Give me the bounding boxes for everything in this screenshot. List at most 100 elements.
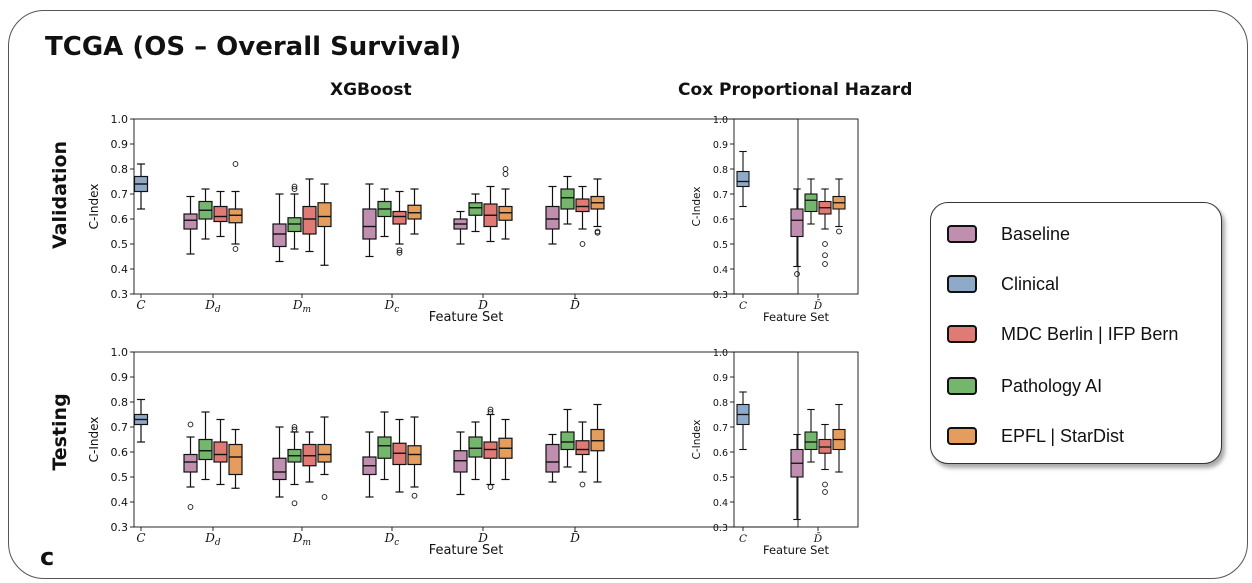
plot-frame bbox=[133, 351, 799, 528]
x-tick-label: Dc bbox=[384, 531, 400, 548]
box-pathology-ai bbox=[560, 188, 575, 210]
y-tick-label: 0.6 bbox=[111, 446, 129, 459]
box-pathology-ai bbox=[804, 193, 818, 213]
outlier-point bbox=[291, 186, 298, 192]
y-tick-label: 1.0 bbox=[111, 113, 129, 126]
legend-swatch-baseline bbox=[947, 225, 977, 243]
outlier-point bbox=[836, 228, 842, 235]
legend-label-mdc-berlin: MDC Berlin | IFP Bern bbox=[1001, 323, 1179, 344]
outlier-point bbox=[822, 241, 828, 247]
legend-item-epfl-stardist: EPFL | StarDist bbox=[947, 425, 1124, 447]
legend-item-mdc-berlin: MDC Berlin | IFP Bern bbox=[947, 323, 1178, 345]
box-pathology-ai bbox=[377, 436, 392, 459]
box-epfl-stardist bbox=[228, 443, 243, 476]
outlier-point bbox=[232, 246, 239, 252]
figure-title: TCGA (OS – Overall Survival) bbox=[45, 32, 462, 62]
x-axis-label: Feature Set bbox=[763, 543, 829, 557]
outlier-point bbox=[822, 481, 828, 488]
y-axis-label: C-Index bbox=[87, 184, 101, 230]
x-tick-label: D bbox=[477, 531, 488, 545]
legend-label-baseline: Baseline bbox=[1001, 223, 1071, 244]
box-baseline bbox=[790, 208, 804, 238]
outlier-point bbox=[291, 426, 298, 433]
cox-column-title: Cox Proportional Hazard bbox=[678, 80, 913, 100]
box-mdc-berlin-ifp-bern bbox=[213, 441, 228, 463]
box-pathology-ai bbox=[804, 431, 818, 451]
outlier-point bbox=[187, 504, 194, 510]
y-tick-label: 0.3 bbox=[111, 288, 129, 301]
legend-item-clinical: Clinical bbox=[947, 273, 1059, 295]
legend-swatch-pathology-ai bbox=[947, 377, 977, 395]
legend-swatch-epfl-stardist bbox=[947, 427, 977, 445]
box-mdc-berlin-ifp-bern bbox=[302, 205, 317, 235]
x-tick-label: D̄ bbox=[813, 532, 823, 545]
x-tick-label: D̄ bbox=[569, 530, 580, 545]
box-mdc-berlin-ifp-bern bbox=[213, 205, 228, 223]
x-axis-label: Feature Set bbox=[763, 310, 829, 324]
outlier-point bbox=[594, 229, 601, 236]
box-pathology-ai bbox=[198, 438, 213, 461]
x-tick-label: Dm bbox=[292, 531, 311, 548]
box-baseline bbox=[183, 213, 198, 230]
box-mdc-berlin-ifp-bern bbox=[575, 198, 590, 213]
legend-swatch-clinical bbox=[947, 275, 977, 293]
box-baseline bbox=[272, 223, 287, 248]
y-tick-label: 0.4 bbox=[111, 263, 129, 276]
x-tick-label: C bbox=[739, 533, 747, 545]
y-axis-label: C-Index bbox=[87, 417, 101, 463]
y-tick-label: 0.4 bbox=[713, 265, 728, 276]
box-pathology-ai bbox=[560, 431, 575, 451]
y-tick-label: 0.3 bbox=[713, 523, 728, 534]
outlier-point bbox=[411, 492, 418, 499]
outlier-point bbox=[396, 249, 403, 256]
box-epfl-stardist bbox=[317, 202, 332, 228]
panel-letter: c bbox=[40, 543, 55, 571]
outlier-point bbox=[291, 500, 298, 507]
row-label-testing: Testing bbox=[49, 393, 71, 470]
outlier-point bbox=[502, 171, 509, 177]
outlier-point bbox=[396, 247, 403, 254]
legend: Baseline Clinical MDC Berlin | IFP Bern … bbox=[930, 202, 1222, 464]
y-axis-label: C-Index bbox=[691, 419, 703, 459]
y-tick-label: 0.8 bbox=[713, 165, 728, 176]
x-axis-label: Feature Set bbox=[429, 543, 504, 558]
outlier-point bbox=[487, 409, 494, 415]
box-pathology-ai bbox=[468, 202, 483, 216]
y-tick-label: 0.5 bbox=[111, 471, 129, 484]
x-tick-label: D̄ bbox=[813, 299, 823, 312]
y-tick-label: 0.5 bbox=[111, 238, 129, 251]
x-tick-label: Dd bbox=[204, 298, 221, 315]
y-tick-label: 0.7 bbox=[713, 423, 728, 434]
outlier-point bbox=[502, 166, 509, 172]
legend-label-epfl-stardist: EPFL | StarDist bbox=[1001, 425, 1125, 446]
y-tick-label: 0.6 bbox=[111, 213, 129, 226]
y-tick-label: 0.5 bbox=[713, 473, 728, 484]
box-baseline bbox=[545, 205, 560, 230]
y-tick-label: 0.6 bbox=[713, 448, 728, 459]
xgboost-column-title: XGBoost bbox=[330, 80, 412, 100]
outlier-point bbox=[487, 406, 494, 413]
y-tick-label: 0.9 bbox=[111, 138, 129, 151]
outlier-point bbox=[579, 481, 586, 488]
box-baseline bbox=[362, 208, 377, 240]
outlier-point bbox=[822, 252, 828, 259]
x-tick-label: C bbox=[136, 531, 145, 545]
box-pathology-ai bbox=[468, 436, 483, 458]
y-tick-label: 0.7 bbox=[713, 190, 728, 201]
legend-item-pathology-ai: Pathology AI bbox=[947, 375, 1102, 397]
box-mdc-berlin-ifp-bern bbox=[392, 210, 407, 225]
y-tick-label: 0.4 bbox=[111, 496, 129, 509]
y-tick-label: 1.0 bbox=[713, 115, 728, 126]
y-tick-label: 0.7 bbox=[111, 421, 129, 434]
outlier-point bbox=[321, 494, 328, 500]
box-baseline bbox=[272, 457, 287, 481]
y-tick-label: 0.7 bbox=[111, 188, 129, 201]
outlier-point bbox=[291, 183, 298, 190]
box-baseline bbox=[545, 443, 560, 473]
outlier-point bbox=[822, 261, 828, 267]
x-tick-label: Dd bbox=[204, 531, 221, 548]
y-tick-label: 0.3 bbox=[111, 521, 129, 534]
x-tick-label: D̄ bbox=[569, 297, 580, 312]
y-tick-label: 0.4 bbox=[713, 498, 728, 509]
